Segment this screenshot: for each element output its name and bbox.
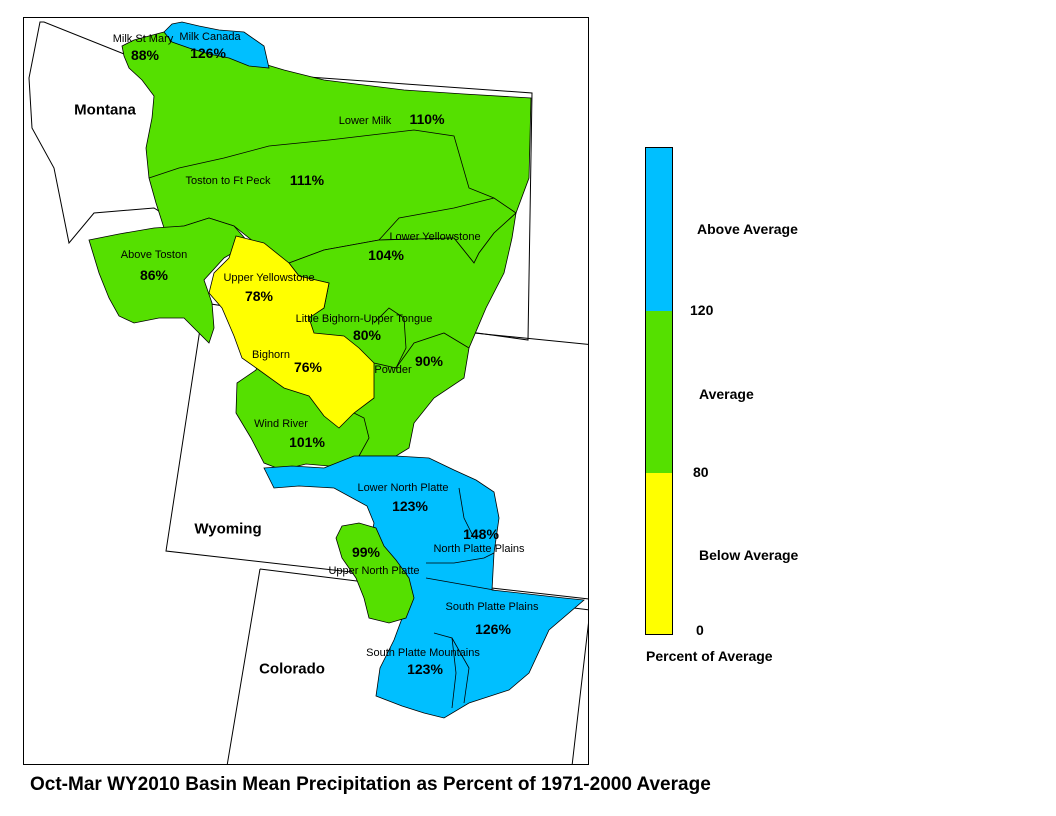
legend-swatch-average: [646, 311, 672, 473]
basin-shape-platte: [263, 455, 585, 719]
legend-color-bar: [645, 147, 673, 635]
basin-percent-bighorn: 76%: [293, 359, 323, 375]
legend-label-below: Below Average: [699, 547, 799, 563]
legend-label-above: Above Average: [697, 221, 798, 237]
map-graphic: [28, 21, 588, 764]
basin-label-wind-river: Wind River: [254, 418, 308, 430]
basin-map: Montana Wyoming Colorado Milk St Mary 88…: [23, 17, 589, 765]
legend-swatch-above: [646, 148, 672, 311]
legend-tick-0: 0: [696, 622, 704, 638]
basin-label-south-platte-plains: South Platte Plains: [445, 601, 539, 613]
basin-percent-lower-milk: 110%: [409, 111, 445, 127]
basin-percent-lower-north-platte: 123%: [392, 498, 428, 514]
basin-label-bighorn: Bighorn: [252, 349, 290, 361]
basin-percent-powder: 90%: [414, 353, 444, 369]
basin-percent-lower-yellowstone: 104%: [368, 247, 404, 263]
basin-percent-south-platte-plains: 126%: [475, 621, 511, 637]
basin-divides: [148, 129, 517, 709]
basin-label-lower-yellowstone: Lower Yellowstone: [389, 231, 481, 243]
basin-label-upper-yellowstone: Upper Yellowstone: [223, 272, 315, 284]
basin-shape-upper-north-platte: [335, 522, 415, 624]
basin-label-upper-north-platte: Upper North Platte: [328, 565, 420, 577]
legend-label-average: Average: [699, 386, 754, 402]
basin-shape-milk-canada: [163, 21, 270, 69]
basin-label-south-platte-mountains: South Platte Mountains: [366, 647, 480, 659]
basin-shape-above-toston: [88, 217, 250, 344]
legend-title: Percent of Average: [646, 648, 773, 664]
basin-percent-upper-north-platte: 99%: [351, 544, 381, 560]
basin-label-milk-canada: Milk Canada: [179, 31, 241, 43]
basin-percent-little-bighorn-upper-tongue: 80%: [352, 327, 382, 343]
basin-percent-above-toston: 86%: [139, 267, 169, 283]
state-label-montana: Montana: [74, 101, 136, 119]
basin-label-little-bighorn-upper-tongue: Little Bighorn-Upper Tongue: [295, 313, 433, 325]
basin-label-above-toston: Above Toston: [120, 249, 188, 261]
basin-percent-wind-river: 101%: [289, 434, 325, 450]
basin-label-lower-milk: Lower Milk: [338, 115, 392, 127]
basin-label-north-platte-plains: North Platte Plains: [433, 543, 525, 555]
basin-percent-toston-ft-peck: 111%: [289, 172, 325, 188]
basin-label-lower-north-platte: Lower North Platte: [357, 482, 449, 494]
basin-label-powder: Powder: [374, 364, 412, 376]
basin-percent-south-platte-mountains: 123%: [407, 661, 443, 677]
basin-percent-upper-yellowstone: 78%: [244, 288, 274, 304]
basin-label-milk-st-mary: Milk St Mary: [112, 33, 174, 45]
legend-tick-80: 80: [693, 464, 709, 480]
map-title: Oct-Mar WY2010 Basin Mean Precipitation …: [30, 774, 711, 795]
basin-percent-milk-canada: 126%: [190, 45, 226, 61]
legend-tick-120: 120: [690, 302, 714, 318]
basin-percent-north-platte-plains: 148%: [463, 526, 499, 542]
basin-percent-milk-st-mary: 88%: [130, 47, 160, 63]
state-label-colorado: Colorado: [259, 660, 325, 678]
state-label-wyoming: Wyoming: [194, 520, 262, 538]
basin-label-toston-ft-peck: Toston to Ft Peck: [185, 175, 271, 187]
legend-swatch-below: [646, 473, 672, 634]
